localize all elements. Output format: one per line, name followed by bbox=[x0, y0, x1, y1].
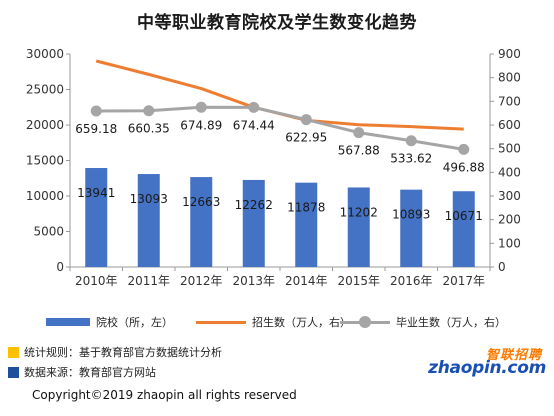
legend-item-enroll: 招生数（万人，右） bbox=[196, 314, 351, 330]
grad-point bbox=[143, 105, 155, 117]
y-left-tick-label: 25000 bbox=[26, 83, 64, 97]
chart-canvas: 0 5000 10000 15000 20000 25000 30000 0 100 200 300… bbox=[26, 47, 521, 288]
x-tick-label: 2010年 bbox=[75, 274, 118, 288]
x-tick-label: 2011年 bbox=[127, 274, 170, 288]
legend-marker-grad bbox=[359, 315, 371, 328]
x-tick-label: 2015年 bbox=[337, 274, 380, 288]
grad-data-label: 567.88 bbox=[338, 144, 380, 158]
grad-point bbox=[90, 105, 102, 117]
chart-title: 中等职业教育院校及学生数变化趋势 bbox=[137, 13, 417, 33]
bar-data-label: 12262 bbox=[235, 198, 273, 212]
y-right-tick-label: 0 bbox=[498, 260, 506, 274]
grad-data-label: 622.95 bbox=[285, 131, 327, 145]
legend-swatch-grad bbox=[340, 315, 390, 328]
legend-label-enroll: 招生数（万人，右） bbox=[252, 316, 351, 329]
legend-swatch-bar bbox=[46, 318, 90, 326]
legend-item-bar: 院校（所，左） bbox=[46, 314, 173, 330]
bar bbox=[400, 189, 423, 267]
y-left-tick-label: 30000 bbox=[26, 47, 64, 61]
y-left-tick-label: 10000 bbox=[26, 189, 64, 203]
y-right-tick-label: 200 bbox=[498, 213, 521, 227]
y-left-tick-label: 0 bbox=[56, 260, 64, 274]
grad-data-label: 496.88 bbox=[443, 160, 485, 174]
bar-data-label: 13941 bbox=[77, 186, 115, 200]
chart-legend: 院校（所，左） 招生数（万人，右） 毕业生数（万人，右） bbox=[0, 314, 554, 336]
bar bbox=[452, 191, 475, 267]
y-right-tick-label: 600 bbox=[498, 118, 521, 132]
bar bbox=[347, 187, 370, 267]
note-source-text: 数据来源：教育部官方网站 bbox=[24, 366, 156, 379]
line-series-grad bbox=[96, 105, 464, 151]
legend-label-grad: 毕业生数（万人，右） bbox=[396, 316, 506, 329]
bar-data-label: 10893 bbox=[392, 208, 430, 222]
y-right-tick-label: 100 bbox=[498, 236, 521, 250]
legend-swatch-enroll bbox=[196, 320, 246, 324]
bar bbox=[137, 174, 160, 267]
y-left-tick-label: 20000 bbox=[26, 118, 64, 132]
legend-label-bar: 院校（所，左） bbox=[96, 316, 173, 329]
x-tick-label: 2013年 bbox=[232, 274, 275, 288]
grad-point bbox=[405, 135, 417, 147]
note-source: 数据来源：教育部官方网站 bbox=[8, 364, 156, 380]
logo-cn-text: 智联招聘 bbox=[485, 348, 542, 363]
grad-point bbox=[300, 114, 312, 126]
grad-data-label: 674.44 bbox=[233, 118, 275, 132]
grad-point bbox=[458, 143, 470, 155]
y-right-tick-label: 400 bbox=[498, 165, 521, 179]
y-right-tick-label: 300 bbox=[498, 189, 521, 203]
x-tick-label: 2012年 bbox=[180, 274, 223, 288]
bar bbox=[85, 168, 108, 267]
note-rule-marker bbox=[8, 346, 19, 358]
bar bbox=[190, 177, 213, 267]
logo-en-text: zhaopin.com bbox=[428, 358, 546, 378]
y-right-tick-label: 900 bbox=[498, 47, 521, 61]
y-right-tick-label: 800 bbox=[498, 71, 521, 85]
bar-data-label: 13093 bbox=[130, 192, 168, 206]
grad-data-label: 533.62 bbox=[390, 152, 432, 166]
x-tick-label: 2014年 bbox=[285, 274, 328, 288]
grad-point bbox=[353, 127, 365, 139]
y-left-tick-label: 5000 bbox=[33, 225, 64, 239]
grad-data-label: 674.89 bbox=[180, 118, 222, 132]
grad-data-label: 659.18 bbox=[75, 122, 117, 136]
grad-data-label: 660.35 bbox=[128, 122, 170, 136]
x-tick-label: 2016年 bbox=[390, 274, 433, 288]
y-right-tick-label: 500 bbox=[498, 142, 521, 156]
note-rule: 统计规则：基于教育部官方数据统计分析 bbox=[8, 344, 222, 360]
bar-data-label: 12663 bbox=[182, 195, 220, 209]
zhaopin-logo: 智联招聘 zhaopin.com bbox=[426, 344, 550, 378]
bar bbox=[295, 182, 318, 267]
y-right-tick-label: 700 bbox=[498, 94, 521, 108]
bar-data-label: 10671 bbox=[445, 209, 483, 223]
x-tick-label: 2017年 bbox=[442, 274, 485, 288]
note-rule-text: 统计规则：基于教育部官方数据统计分析 bbox=[24, 346, 222, 359]
grad-point bbox=[248, 101, 260, 113]
copyright-text: Copyright©2019 zhaopin all rights reserv… bbox=[32, 388, 297, 402]
line-series-enroll bbox=[95, 59, 464, 131]
note-source-marker bbox=[8, 366, 19, 378]
y-left-tick-label: 15000 bbox=[26, 154, 64, 168]
legend-item-grad: 毕业生数（万人，右） bbox=[340, 314, 506, 330]
bar-data-label: 11202 bbox=[340, 205, 378, 219]
bar-data-label: 11878 bbox=[287, 201, 325, 215]
bar bbox=[242, 179, 265, 267]
grad-point bbox=[195, 101, 207, 113]
